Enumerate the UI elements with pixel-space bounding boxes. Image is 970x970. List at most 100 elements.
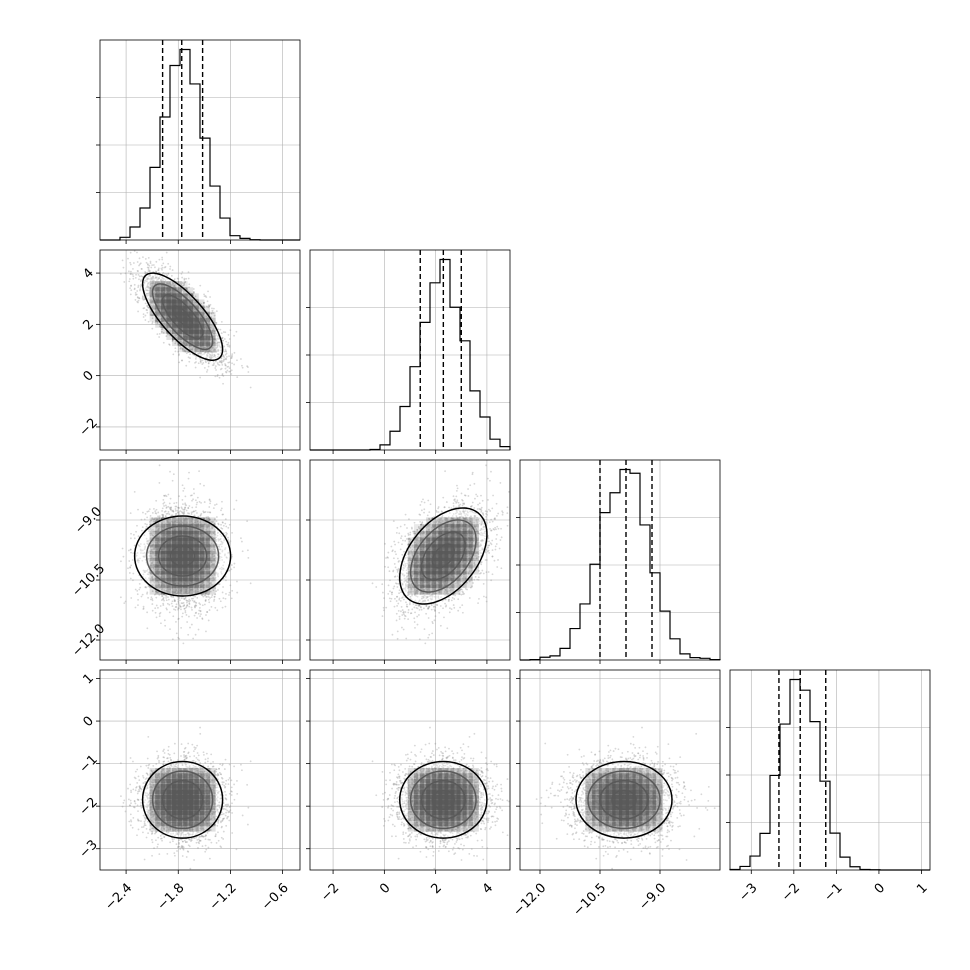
- sample-point: [206, 354, 208, 357]
- sample-point: [209, 336, 211, 339]
- sample-point: [198, 500, 201, 503]
- sample-point: [207, 332, 210, 335]
- sample-point: [155, 311, 158, 313]
- sample-point: [170, 291, 173, 294]
- sample-point: [158, 325, 161, 328]
- sample-point: [123, 281, 126, 283]
- sample-point: [163, 505, 165, 507]
- sample-point: [163, 289, 165, 291]
- sample-point: [147, 270, 150, 272]
- sample-point: [151, 327, 154, 330]
- sample-point: [148, 299, 151, 301]
- sample-point: [169, 329, 172, 332]
- sample-point: [185, 614, 188, 616]
- sample-point: [225, 371, 228, 374]
- sample-point: [221, 363, 224, 366]
- sample-point: [157, 315, 160, 318]
- sample-point: [144, 270, 147, 273]
- sample-point: [161, 266, 164, 269]
- sample-point: [194, 633, 197, 636]
- sample-point: [156, 286, 159, 289]
- sample-point: [147, 256, 150, 259]
- sample-point: [204, 598, 207, 601]
- sample-point: [134, 292, 137, 294]
- sample-point: [224, 348, 227, 351]
- sample-point: [134, 606, 137, 609]
- sample-point: [207, 335, 209, 337]
- sample-point: [220, 332, 223, 335]
- sample-point: [162, 498, 165, 501]
- sample-point: [147, 294, 150, 297]
- sample-point: [147, 320, 150, 323]
- sample-point: [161, 291, 164, 294]
- sample-point: [206, 345, 209, 347]
- sample-point: [136, 290, 139, 292]
- sample-point: [217, 589, 219, 591]
- sample-point: [228, 367, 231, 370]
- sample-point: [188, 505, 191, 507]
- sample-point: [147, 281, 150, 284]
- sample-point: [172, 615, 175, 618]
- sample-point: [167, 289, 170, 292]
- sample-point: [218, 345, 221, 348]
- sample-point: [202, 346, 205, 349]
- sample-point: [129, 251, 132, 254]
- sample-point: [185, 343, 188, 345]
- sample-point: [199, 358, 202, 360]
- sample-point: [211, 356, 214, 359]
- sample-point: [203, 339, 206, 342]
- sample-point: [156, 294, 159, 297]
- sample-point: [157, 288, 160, 291]
- sample-point: [150, 295, 153, 298]
- sample-point: [183, 342, 186, 345]
- sample-point: [186, 601, 188, 604]
- sample-point: [163, 286, 166, 289]
- sample-point: [200, 613, 202, 616]
- sample-point: [171, 332, 174, 335]
- sample-point: [211, 353, 214, 356]
- sample-point: [136, 590, 139, 592]
- sample-point: [208, 342, 211, 345]
- sample-point: [189, 339, 192, 342]
- sample-point: [209, 349, 212, 352]
- sample-point: [224, 350, 227, 352]
- sample-point: [171, 605, 174, 608]
- sample-point: [191, 339, 193, 342]
- sample-point: [216, 374, 219, 376]
- sample-point: [213, 341, 215, 344]
- sample-point: [136, 261, 139, 263]
- sample-point: [221, 374, 224, 376]
- sample-point: [163, 287, 165, 289]
- sample-point: [217, 363, 220, 366]
- sample-point: [150, 596, 153, 599]
- sample-point: [211, 330, 214, 333]
- sample-point: [227, 341, 230, 344]
- sample-point: [207, 352, 210, 354]
- sample-point: [220, 346, 223, 348]
- sample-point: [158, 336, 161, 338]
- sample-point: [202, 342, 204, 345]
- sample-point: [155, 276, 158, 279]
- sample-point: [146, 266, 149, 269]
- sample-point: [146, 311, 149, 314]
- sample-point: [181, 276, 184, 279]
- sample-point: [127, 257, 129, 260]
- sample-point: [159, 285, 162, 288]
- sample-point: [154, 266, 156, 269]
- sample-point: [162, 341, 165, 344]
- sample-point: [170, 290, 173, 293]
- sample-point: [184, 495, 187, 498]
- sample-point: [165, 323, 168, 326]
- sample-point: [224, 522, 227, 525]
- sample-point: [225, 358, 228, 361]
- sample-point: [144, 302, 147, 305]
- sample-point: [192, 288, 195, 290]
- sample-point: [146, 627, 149, 630]
- density-layer: [119, 464, 252, 645]
- sample-point: [178, 353, 180, 356]
- histogram-panel: [96, 39, 301, 244]
- sample-point: [208, 353, 211, 355]
- sample-point: [121, 259, 124, 262]
- sample-point: [141, 268, 143, 270]
- sample-point: [137, 299, 140, 302]
